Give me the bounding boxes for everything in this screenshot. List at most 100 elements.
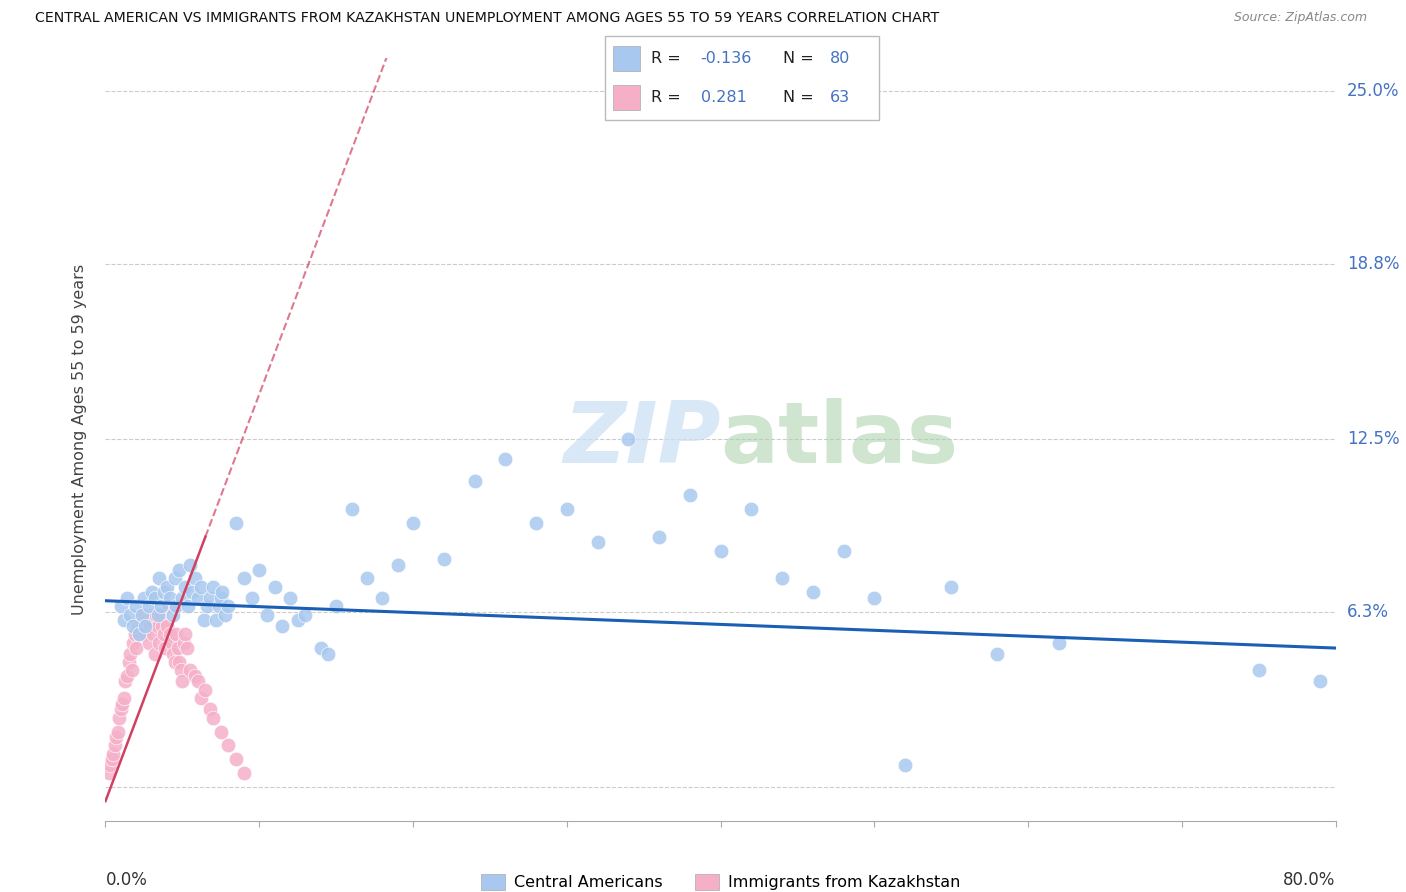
Point	[894, 758, 917, 772]
Text: 63: 63	[830, 90, 849, 105]
Point	[770, 572, 793, 586]
Point	[318, 647, 340, 661]
Text: ZIP: ZIP	[562, 398, 721, 481]
Point	[101, 747, 124, 761]
Legend: Central Americans, Immigrants from Kazakhstan: Central Americans, Immigrants from Kazak…	[474, 867, 967, 892]
Point	[172, 591, 194, 605]
Point	[148, 635, 170, 649]
Point	[494, 451, 516, 466]
Point	[107, 724, 129, 739]
Point	[160, 635, 183, 649]
Point	[1047, 635, 1070, 649]
Point	[149, 607, 172, 622]
Point	[132, 591, 155, 605]
Point	[132, 607, 155, 622]
Point	[104, 739, 127, 753]
Point	[263, 580, 285, 594]
Point	[163, 655, 186, 669]
Point	[648, 530, 671, 544]
Point	[173, 635, 195, 649]
Text: atlas: atlas	[721, 398, 959, 481]
Point	[941, 580, 963, 594]
Point	[225, 516, 247, 530]
Point	[387, 558, 409, 572]
Point	[108, 711, 131, 725]
Point	[863, 591, 886, 605]
Point	[122, 635, 145, 649]
Point	[165, 599, 187, 614]
Point	[134, 627, 156, 641]
Point	[156, 580, 179, 594]
Point	[174, 627, 197, 641]
Text: CENTRAL AMERICAN VS IMMIGRANTS FROM KAZAKHSTAN UNEMPLOYMENT AMONG AGES 55 TO 59 : CENTRAL AMERICAN VS IMMIGRANTS FROM KAZA…	[35, 11, 939, 25]
Point	[193, 613, 215, 627]
Point	[153, 627, 176, 641]
Point	[287, 613, 309, 627]
Point	[134, 619, 156, 633]
Point	[157, 599, 180, 614]
Point	[145, 607, 167, 622]
Point	[218, 599, 240, 614]
Point	[832, 543, 855, 558]
Point	[159, 627, 181, 641]
Point	[97, 766, 120, 780]
Point	[100, 752, 122, 766]
Point	[586, 535, 609, 549]
Point	[198, 702, 221, 716]
Point	[1247, 663, 1270, 677]
Point	[176, 641, 198, 656]
Text: 18.8%: 18.8%	[1347, 255, 1399, 273]
Point	[149, 599, 172, 614]
Point	[209, 591, 232, 605]
Point	[125, 599, 148, 614]
Point	[169, 563, 191, 577]
Point	[129, 613, 152, 627]
Point	[1309, 674, 1331, 689]
Text: 80.0%: 80.0%	[1284, 871, 1336, 888]
Point	[155, 641, 177, 656]
Point	[179, 663, 201, 677]
Point	[153, 585, 176, 599]
Point	[136, 613, 159, 627]
Point	[256, 607, 278, 622]
Point	[162, 607, 184, 622]
Point	[211, 585, 233, 599]
Point	[180, 585, 202, 599]
Point	[225, 752, 247, 766]
Point	[986, 647, 1008, 661]
Point	[170, 663, 193, 677]
Point	[187, 674, 209, 689]
Point	[128, 627, 150, 641]
Text: 25.0%: 25.0%	[1347, 82, 1399, 101]
Point	[183, 572, 205, 586]
Point	[127, 619, 149, 633]
Point	[218, 739, 240, 753]
Text: R =: R =	[651, 51, 686, 66]
Point	[150, 619, 173, 633]
Point	[120, 647, 141, 661]
Point	[159, 591, 181, 605]
Point	[190, 691, 212, 706]
Point	[165, 627, 187, 641]
Point	[163, 572, 186, 586]
Point	[340, 502, 363, 516]
Point	[177, 599, 200, 614]
Point	[98, 758, 121, 772]
Point	[240, 591, 263, 605]
Point	[187, 591, 209, 605]
Point	[247, 563, 270, 577]
Text: R =: R =	[651, 90, 692, 105]
Point	[141, 585, 163, 599]
Point	[124, 627, 146, 641]
Point	[183, 669, 205, 683]
Point	[146, 607, 169, 622]
Point	[143, 647, 166, 661]
Point	[202, 711, 225, 725]
Point	[172, 674, 194, 689]
Point	[309, 641, 332, 656]
Point	[115, 591, 138, 605]
Text: 80: 80	[830, 51, 849, 66]
Point	[156, 619, 179, 633]
Point	[146, 619, 169, 633]
Point	[433, 552, 456, 566]
